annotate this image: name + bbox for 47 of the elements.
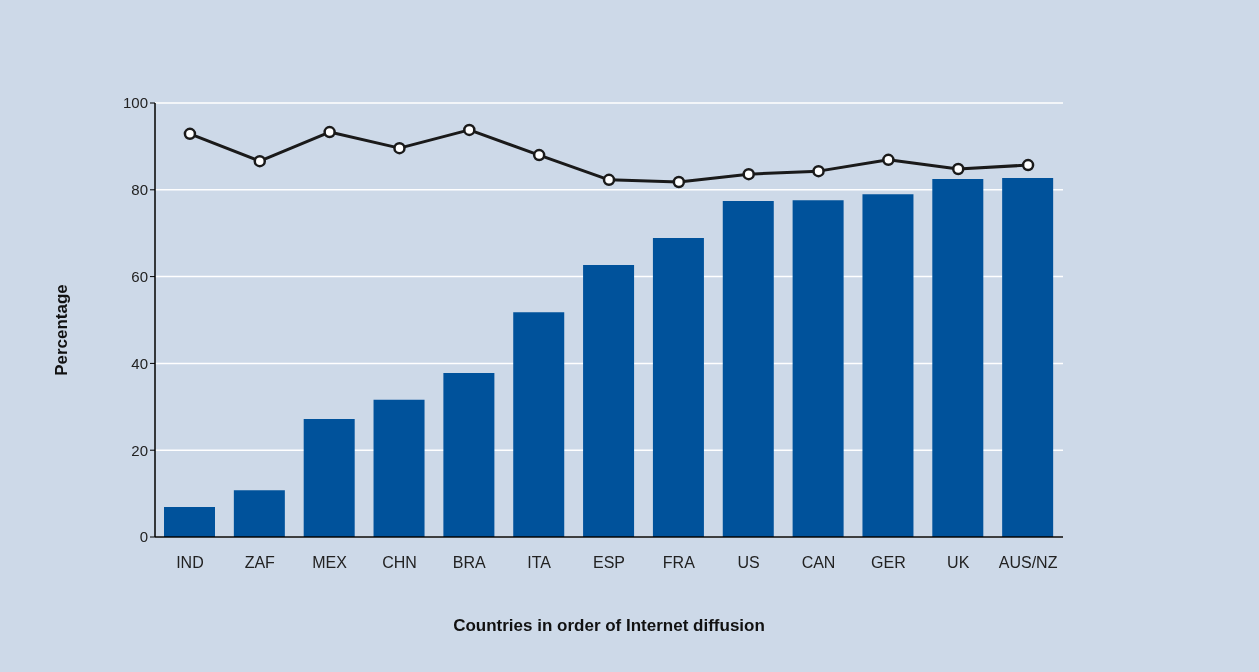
bar: [1002, 178, 1054, 537]
point: [463, 123, 476, 137]
point: [253, 154, 267, 168]
y-tick-label: 40: [131, 354, 148, 372]
point: [951, 162, 965, 176]
point: [812, 164, 825, 178]
x-tick-label: ZAF: [244, 554, 276, 572]
y-tick-label: 80: [131, 181, 148, 199]
bar: [652, 237, 704, 537]
x-tick-label: US: [737, 554, 760, 572]
bar: [443, 372, 495, 537]
y-tick-label: 60: [131, 267, 148, 285]
x-tick-label: MEX: [312, 554, 348, 572]
bar: [862, 194, 914, 537]
point: [602, 173, 616, 187]
bar: [932, 178, 984, 537]
bar: [303, 418, 355, 537]
point: [393, 141, 406, 155]
y-tick-label: 0: [139, 528, 148, 546]
x-tick-label: UK: [947, 554, 970, 572]
bar: [513, 312, 565, 537]
point: [532, 148, 546, 162]
x-tick-label: ITA: [527, 554, 552, 572]
x-tick-label: IND: [176, 554, 204, 572]
x-tick-label: BRA: [452, 554, 487, 572]
point: [183, 127, 197, 141]
x-tick-label: FRA: [662, 554, 696, 572]
bar: [164, 507, 215, 537]
x-tick-label: GER: [871, 554, 906, 572]
y-axis-title: Percentage: [52, 284, 72, 376]
point: [882, 153, 895, 167]
point: [742, 167, 755, 181]
x-tick-label: ESP: [592, 554, 626, 572]
point: [1021, 158, 1035, 172]
bar: [233, 490, 285, 537]
bar: [373, 399, 425, 537]
y-tick-label: 100: [122, 94, 148, 112]
bar: [722, 201, 774, 537]
x-axis-title: Countries in order of Internet diffusion: [453, 616, 765, 636]
point: [323, 125, 336, 139]
point: [672, 175, 686, 189]
y-tick-label: 20: [131, 441, 148, 459]
x-tick-label: AUS/NZ: [998, 554, 1058, 572]
bar: [583, 264, 635, 537]
x-tick-label: CHN: [382, 554, 417, 572]
bar: [792, 200, 844, 537]
x-tick-label: CAN: [801, 554, 836, 572]
